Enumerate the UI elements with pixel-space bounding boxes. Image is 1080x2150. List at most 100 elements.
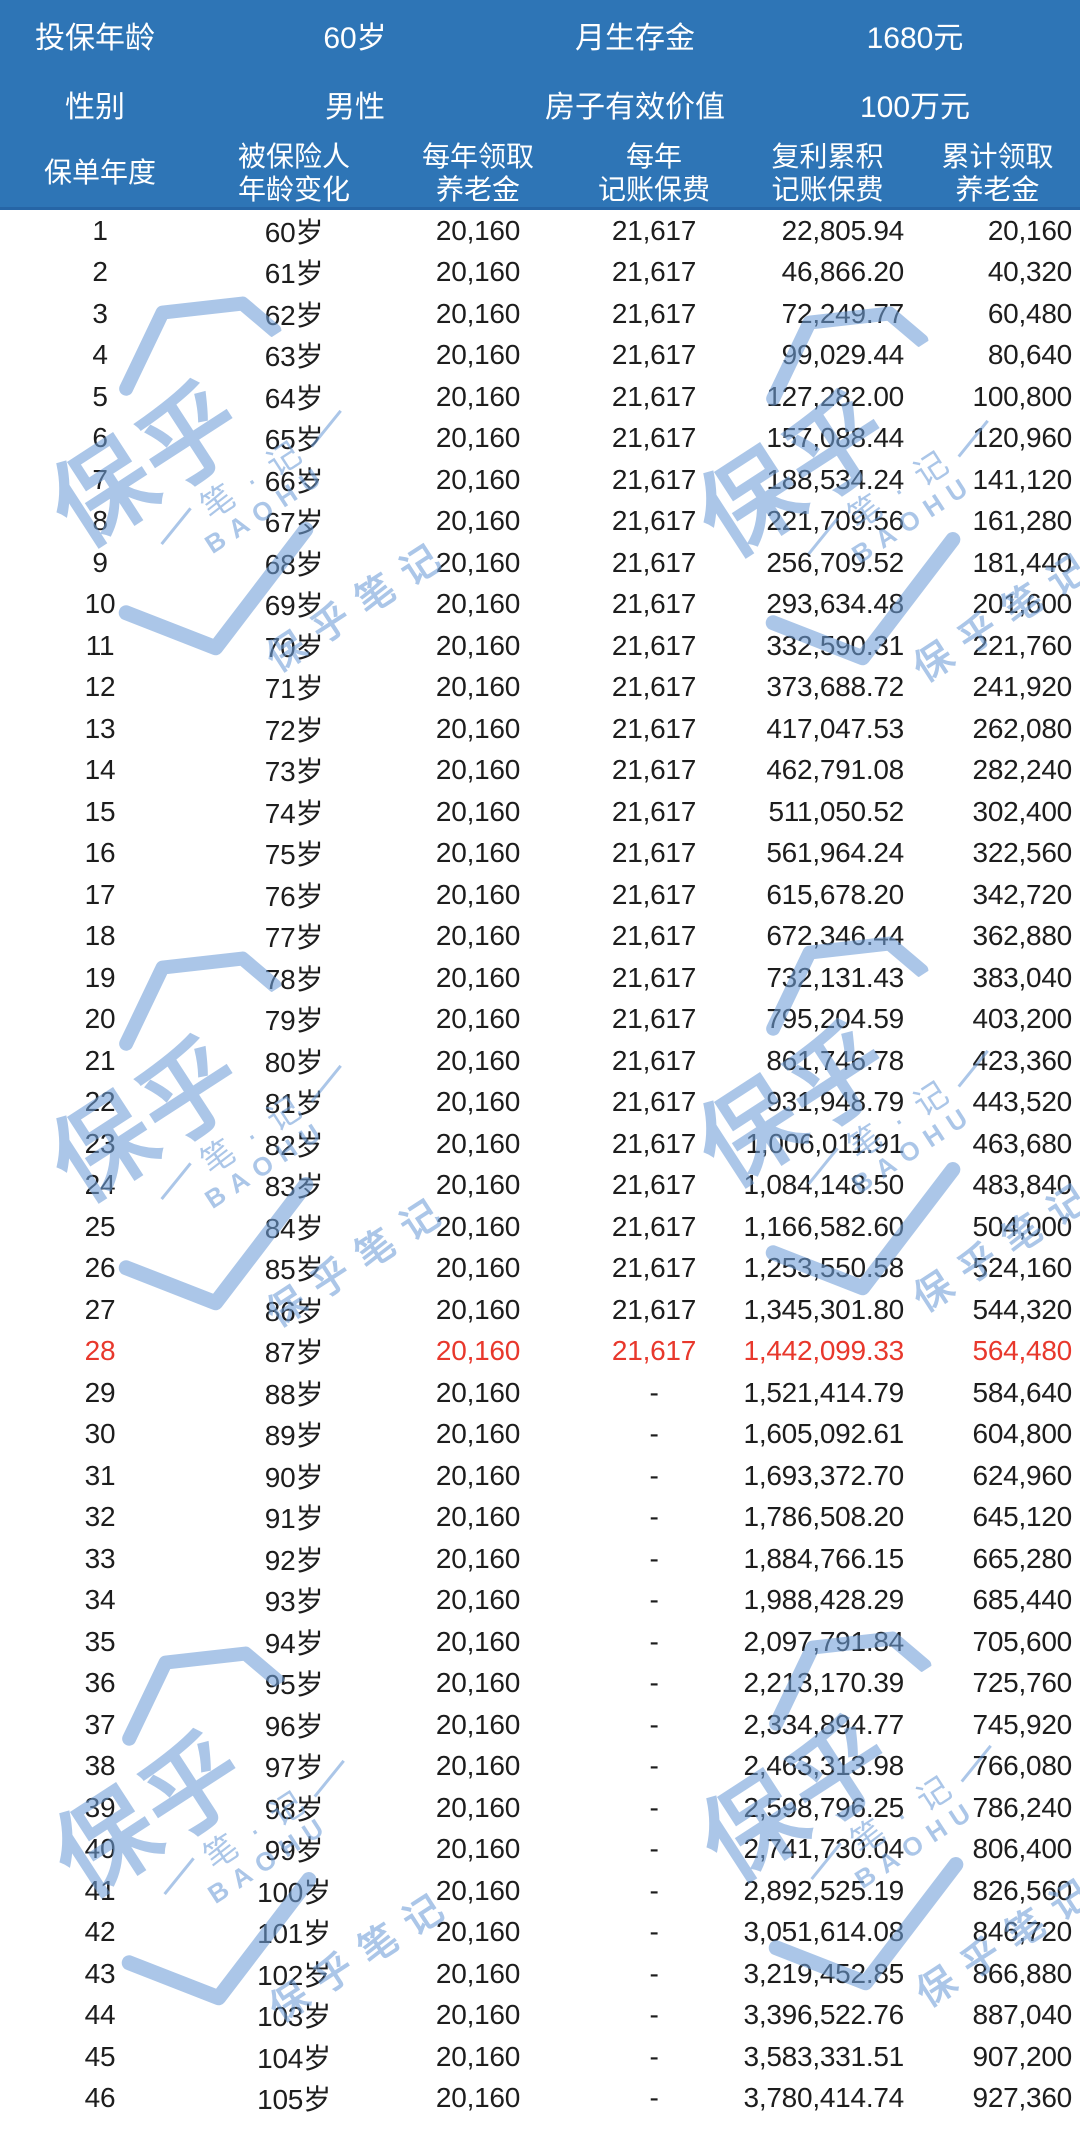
cell-policy-year: 10 bbox=[84, 588, 116, 620]
cell-annual-pension: 20,160 bbox=[435, 463, 521, 495]
cell-compound-premium: 2,334,894.77 bbox=[743, 1708, 905, 1740]
cell-annual-premium: - bbox=[649, 1667, 659, 1699]
col-annual-pension: 每年领取 养老金 bbox=[388, 138, 568, 210]
cell-annual-premium: - bbox=[649, 2040, 659, 2072]
label-gender: 性别 bbox=[65, 90, 125, 124]
cell-policy-year: 8 bbox=[92, 505, 108, 537]
table-row: 5 64岁 20,160 21,617 127,282.00 100,800 bbox=[0, 376, 1080, 418]
cell-annual-premium: - bbox=[649, 1791, 659, 1823]
col-age: 被保险人 年龄变化 bbox=[200, 138, 388, 210]
col-policy-year-line1: 保单年度 bbox=[43, 157, 156, 188]
cell-annual-pension: 20,160 bbox=[435, 546, 521, 578]
cell-annual-pension: 20,160 bbox=[435, 1127, 521, 1159]
cell-compound-premium: 2,892,525.19 bbox=[743, 1874, 905, 1906]
cell-age: 60岁 bbox=[264, 216, 324, 248]
col-annual-premium: 每年 记账保费 bbox=[568, 138, 740, 210]
cell-policy-year: 22 bbox=[84, 1086, 116, 1118]
cell-policy-year: 2 bbox=[92, 256, 108, 288]
cell-policy-year: 36 bbox=[84, 1667, 116, 1699]
table-row: 45 104岁 20,160 - 3,583,331.51 907,200 bbox=[0, 2036, 1080, 2078]
cell-annual-premium: 21,617 bbox=[611, 629, 697, 661]
cell-cumulative-pension: 665,280 bbox=[972, 1542, 1073, 1574]
cell-cumulative-pension: 604,800 bbox=[972, 1418, 1073, 1450]
cell-cumulative-pension: 443,520 bbox=[972, 1086, 1073, 1118]
cell-annual-pension: 20,160 bbox=[435, 1625, 521, 1657]
table-row: 42 101岁 20,160 - 3,051,614.08 846,720 bbox=[0, 1912, 1080, 1954]
cell-age: 88岁 bbox=[264, 1378, 324, 1410]
cell-compound-premium: 732,131.43 bbox=[766, 961, 904, 993]
cell-cumulative-pension: 766,080 bbox=[972, 1750, 1073, 1782]
cell-policy-year: 6 bbox=[92, 422, 108, 454]
table-row: 41 100岁 20,160 - 2,892,525.19 826,560 bbox=[0, 1870, 1080, 1912]
cell-age: 85岁 bbox=[264, 1254, 324, 1286]
table-row: 9 68岁 20,160 21,617 256,709.52 181,440 bbox=[0, 542, 1080, 584]
cell-annual-pension: 20,160 bbox=[435, 837, 521, 869]
cell-age: 98岁 bbox=[264, 1793, 324, 1825]
cell-cumulative-pension: 342,720 bbox=[972, 878, 1073, 910]
col-compound-premium-line1: 复利累积 bbox=[771, 140, 884, 172]
cell-compound-premium: 795,204.59 bbox=[766, 1003, 904, 1035]
cell-cumulative-pension: 383,040 bbox=[972, 961, 1073, 993]
table-row: 29 88岁 20,160 - 1,521,414.79 584,640 bbox=[0, 1372, 1080, 1414]
cell-compound-premium: 3,219,452.85 bbox=[743, 1957, 905, 1989]
cell-cumulative-pension: 866,880 bbox=[972, 1957, 1073, 1989]
cell-age: 92岁 bbox=[264, 1544, 324, 1576]
cell-age: 94岁 bbox=[264, 1627, 324, 1659]
cell-policy-year: 17 bbox=[84, 878, 116, 910]
cell-age: 61岁 bbox=[264, 258, 324, 290]
cell-compound-premium: 46,866.20 bbox=[781, 256, 905, 288]
table-row: 3 62岁 20,160 21,617 72,249.77 60,480 bbox=[0, 293, 1080, 335]
cell-policy-year: 41 bbox=[84, 1874, 116, 1906]
cell-policy-year: 12 bbox=[84, 671, 116, 703]
cell-cumulative-pension: 685,440 bbox=[972, 1584, 1073, 1616]
cell-cumulative-pension: 20,160 bbox=[987, 214, 1072, 246]
cell-age: 90岁 bbox=[264, 1461, 324, 1493]
table-row: 12 71岁 20,160 21,617 373,688.72 241,920 bbox=[0, 667, 1080, 709]
cell-policy-year: 16 bbox=[84, 837, 116, 869]
cell-annual-premium: - bbox=[649, 1750, 659, 1782]
cell-cumulative-pension: 826,560 bbox=[972, 1874, 1073, 1906]
cell-compound-premium: 615,678.20 bbox=[766, 878, 904, 910]
label-monthly-benefit: 月生存金 bbox=[575, 21, 695, 55]
table-row: 8 67岁 20,160 21,617 221,709.56 161,280 bbox=[0, 501, 1080, 543]
cell-annual-pension: 20,160 bbox=[435, 1584, 521, 1616]
cell-annual-premium: 21,617 bbox=[611, 505, 697, 537]
table-row: 25 84岁 20,160 21,617 1,166,582.60 504,000 bbox=[0, 1206, 1080, 1248]
cell-annual-pension: 20,160 bbox=[435, 671, 521, 703]
cell-cumulative-pension: 362,880 bbox=[972, 920, 1073, 952]
table-row: 40 99岁 20,160 - 2,741,730.04 806,400 bbox=[0, 1829, 1080, 1871]
table-row: 38 97岁 20,160 - 2,463,313.98 766,080 bbox=[0, 1746, 1080, 1788]
cell-policy-year: 35 bbox=[84, 1625, 116, 1657]
col-annual-pension-line1: 每年领取 bbox=[421, 140, 534, 172]
cell-annual-pension: 20,160 bbox=[435, 297, 521, 329]
cell-age: 105岁 bbox=[257, 2084, 331, 2116]
cell-compound-premium: 672,346.44 bbox=[766, 920, 904, 952]
cell-annual-premium: 21,617 bbox=[611, 878, 697, 910]
cell-cumulative-pension: 100,800 bbox=[972, 380, 1073, 412]
cell-annual-pension: 20,160 bbox=[435, 422, 521, 454]
cell-compound-premium: 1,442,099.33 bbox=[743, 1335, 905, 1367]
cell-age: 79岁 bbox=[264, 1005, 324, 1037]
cell-age: 67岁 bbox=[264, 507, 324, 539]
cell-cumulative-pension: 463,680 bbox=[972, 1127, 1073, 1159]
cell-cumulative-pension: 927,360 bbox=[972, 2082, 1073, 2114]
cell-cumulative-pension: 745,920 bbox=[972, 1708, 1073, 1740]
cell-compound-premium: 3,583,331.51 bbox=[743, 2040, 905, 2072]
cell-annual-premium: 21,617 bbox=[611, 1210, 697, 1242]
cell-compound-premium: 1,253,550.58 bbox=[743, 1252, 905, 1284]
cell-compound-premium: 221,709.56 bbox=[766, 505, 904, 537]
cell-annual-premium: - bbox=[649, 1542, 659, 1574]
cell-annual-pension: 20,160 bbox=[435, 1293, 521, 1325]
cell-policy-year: 29 bbox=[84, 1376, 116, 1408]
cell-age: 72岁 bbox=[264, 714, 324, 746]
cell-compound-premium: 1,006,011.91 bbox=[745, 1127, 905, 1159]
cell-cumulative-pension: 322,560 bbox=[972, 837, 1073, 869]
cell-age: 64岁 bbox=[264, 382, 324, 414]
cell-age: 96岁 bbox=[264, 1710, 324, 1742]
cell-annual-premium: 21,617 bbox=[611, 463, 697, 495]
cell-policy-year: 24 bbox=[84, 1169, 116, 1201]
cell-compound-premium: 1,786,508.20 bbox=[743, 1501, 905, 1533]
cell-annual-premium: 21,617 bbox=[611, 1127, 697, 1159]
meta-row-1: 投保年龄 60岁 月生存金 1680元 bbox=[0, 0, 1080, 69]
